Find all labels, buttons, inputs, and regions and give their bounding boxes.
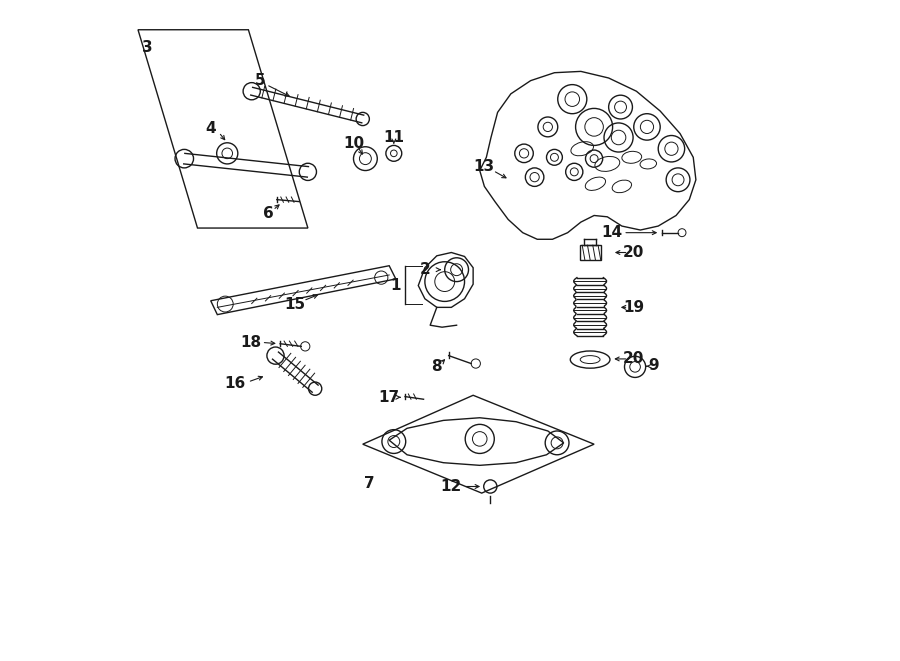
Text: 15: 15: [284, 297, 305, 311]
Text: 10: 10: [344, 136, 364, 151]
Text: 19: 19: [623, 300, 644, 315]
Text: 1: 1: [391, 278, 401, 293]
Text: 7: 7: [364, 477, 374, 491]
Text: 11: 11: [383, 130, 404, 145]
Text: 9: 9: [648, 358, 659, 373]
Text: 16: 16: [225, 376, 246, 391]
Text: 6: 6: [263, 206, 274, 221]
Text: 18: 18: [239, 335, 261, 350]
Text: 20: 20: [623, 352, 644, 366]
Text: 4: 4: [205, 122, 216, 136]
Text: 5: 5: [255, 73, 266, 88]
Text: 13: 13: [473, 159, 495, 174]
Text: 17: 17: [379, 391, 400, 405]
Text: 3: 3: [142, 40, 153, 55]
Text: 8: 8: [431, 360, 442, 374]
Text: 14: 14: [601, 225, 623, 240]
Text: 20: 20: [623, 245, 644, 260]
Text: 12: 12: [441, 479, 462, 494]
Text: 2: 2: [419, 262, 430, 276]
